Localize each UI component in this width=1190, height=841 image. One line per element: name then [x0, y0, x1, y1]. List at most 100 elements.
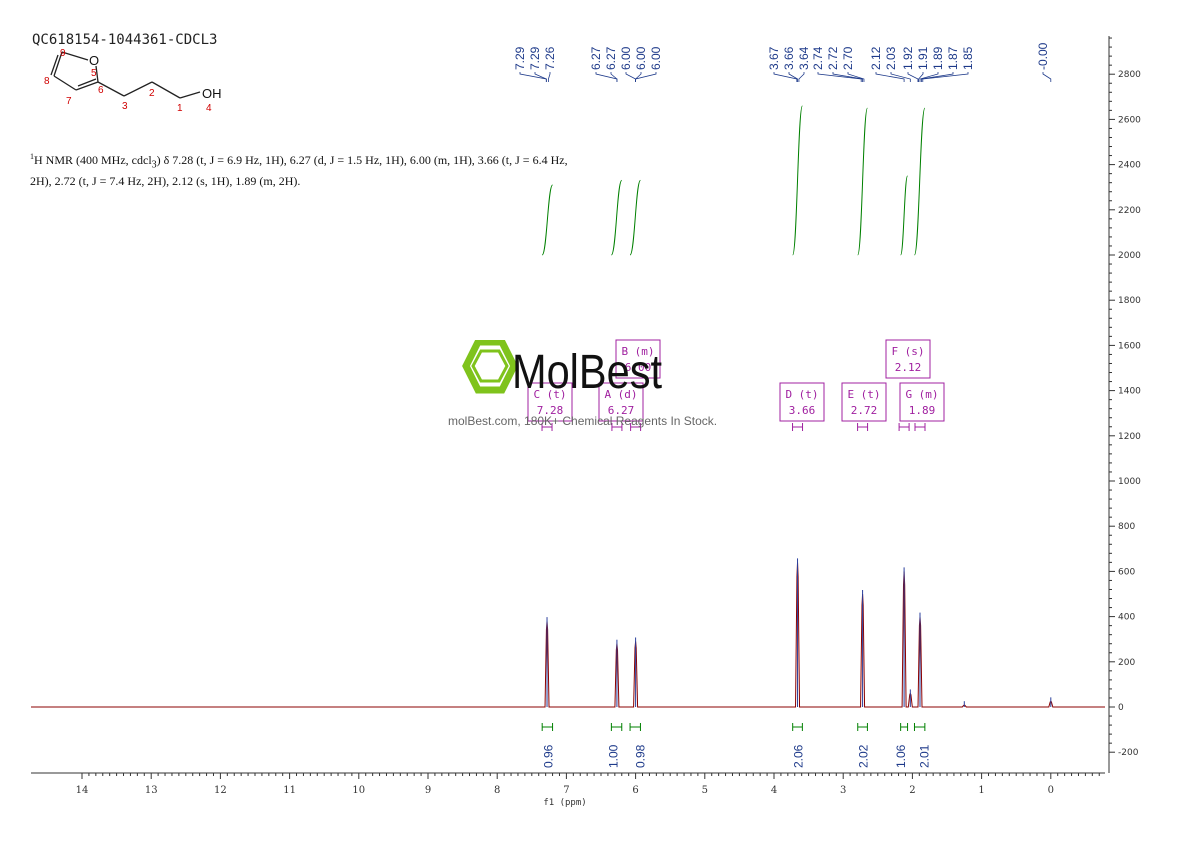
x-tick-label: 6 — [632, 785, 638, 796]
x-tick-label: 4 — [771, 785, 777, 796]
peak-label-connector — [875, 72, 905, 82]
y-tick-label: 2000 — [1118, 251, 1141, 261]
integral-curve — [900, 175, 909, 256]
peak-label: 2.12 — [869, 46, 883, 70]
integral-curve — [610, 179, 623, 256]
atom-label-4: 4 — [206, 103, 212, 114]
peak-label: 7.26 — [543, 46, 557, 70]
peak-label-connector — [890, 72, 911, 82]
integral-value: 0.98 — [633, 744, 647, 768]
peak-label-connector — [534, 72, 547, 82]
y-tick-label: 1600 — [1118, 341, 1141, 351]
y-tick-label: 2200 — [1118, 206, 1141, 216]
peak-label: 2.72 — [826, 46, 840, 70]
multiplet-box — [841, 382, 887, 422]
integral-value: 1.00 — [607, 744, 621, 768]
peak-label-connector — [832, 72, 863, 82]
peak-label-connector — [1042, 72, 1052, 82]
multiplet-shift: 7.28 — [537, 404, 564, 417]
peak-label: -0.00 — [1036, 42, 1050, 70]
peak-label-connector — [922, 72, 969, 82]
x-tick-label: 13 — [145, 785, 158, 796]
multiplet-box — [885, 339, 931, 379]
nmr-description: 1H NMR (400 MHz, cdcl3) δ 7.28 (t, J = 6… — [30, 152, 568, 189]
multiplet-label: A (d) — [604, 388, 637, 401]
peak-label-connector — [788, 72, 798, 82]
peak-label: 6.27 — [604, 46, 618, 70]
integral-curve — [541, 184, 554, 256]
y-tick-label: 1400 — [1118, 387, 1141, 397]
integral-curve — [629, 179, 641, 256]
integral-curve — [913, 107, 926, 256]
multiplet-label: C (t) — [533, 388, 566, 401]
peak-label: 2.03 — [884, 46, 898, 70]
hexagon-logo-icon — [462, 340, 518, 394]
sample-id: QC618154-1044361-CDCL3 — [32, 32, 218, 48]
peak-label-connector — [635, 72, 657, 82]
peak-label-connector — [798, 72, 805, 82]
peak-label-connector — [817, 72, 862, 82]
peak-label: 1.85 — [961, 46, 975, 70]
multiplet-box — [598, 382, 644, 422]
y-tick-label: 0 — [1118, 703, 1124, 713]
y-tick-label: 2800 — [1118, 70, 1141, 80]
spectrum-line — [31, 562, 1105, 708]
peak-label: 1.92 — [901, 46, 915, 70]
multiplet-label: D (t) — [785, 388, 818, 401]
watermark-tagline: molBest.com, 180K+ Chemical Reagents In … — [448, 414, 718, 428]
x-tick-label: 9 — [425, 785, 431, 796]
peak-label: 3.66 — [782, 46, 796, 70]
peak-label: 7.29 — [513, 46, 527, 70]
peak-label-connector — [595, 72, 618, 82]
multiplet-label: F (s) — [891, 345, 924, 358]
multiplet-box — [615, 339, 661, 379]
multiplet-box — [899, 382, 945, 422]
molbest-brand: MolBest — [512, 346, 662, 399]
peak-label-connector — [773, 72, 798, 82]
atom-label-2: 2 — [149, 88, 155, 99]
y-tick-label: 600 — [1118, 567, 1135, 577]
x-tick-label: 11 — [283, 785, 296, 796]
peak-label-connector — [919, 72, 939, 82]
multiplet-box — [527, 382, 573, 422]
integral-value: 2.06 — [792, 744, 806, 768]
peak-label-connector — [610, 72, 618, 82]
peak-label: 7.29 — [528, 46, 542, 70]
peak-label: 2.74 — [811, 46, 825, 70]
peak-label: 2.70 — [841, 46, 855, 70]
x-tick-label: 7 — [563, 785, 569, 796]
y-tick-label: 400 — [1118, 613, 1135, 623]
multiplet-label: E (t) — [847, 388, 880, 401]
integral-value: 2.02 — [857, 744, 871, 768]
peak-label: 1.89 — [931, 46, 945, 70]
multiplet-shift: 1.89 — [909, 404, 936, 417]
x-tick-label: 12 — [214, 785, 227, 796]
atom-label-oh: OH — [202, 86, 222, 101]
peak-label-connector — [907, 72, 919, 82]
atom-label-o: O — [89, 53, 99, 68]
atom-label-3: 3 — [122, 101, 128, 112]
peak-label: 6.00 — [619, 46, 633, 70]
y-tick-label: 1200 — [1118, 432, 1141, 442]
x-tick-label: 2 — [909, 785, 915, 796]
y-tick-label: 2600 — [1118, 115, 1141, 125]
peak-label: 3.64 — [797, 46, 811, 70]
chemical-structure: 9 O 5 8 6 7 3 2 1 OH 4 — [44, 48, 222, 114]
x-tick-label: 1 — [978, 785, 984, 796]
integral-value: 1.06 — [894, 744, 908, 768]
x-tick-label: 5 — [702, 785, 708, 796]
peak-label-connector — [635, 72, 642, 82]
integral-value: 2.01 — [918, 744, 932, 768]
y-tick-label: 200 — [1118, 658, 1135, 668]
x-tick-label: 14 — [76, 785, 89, 796]
y-tick-label: 1800 — [1118, 296, 1141, 306]
multiplet-shift: 6.00 — [625, 361, 652, 374]
integral-curve — [857, 107, 868, 256]
x-tick-label: 8 — [494, 785, 500, 796]
y-tick-label: 1000 — [1118, 477, 1141, 487]
atom-label-9: 9 — [60, 48, 66, 59]
integral-curve — [792, 105, 803, 256]
atom-label-6: 6 — [98, 85, 104, 96]
multiplet-label: G (m) — [905, 388, 938, 401]
